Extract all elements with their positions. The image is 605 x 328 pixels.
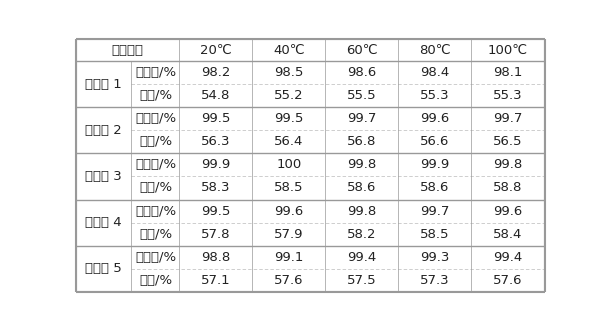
Text: 实施例 1: 实施例 1 (85, 77, 122, 91)
Text: 实施例 4: 实施例 4 (85, 216, 122, 229)
Text: 57.5: 57.5 (347, 274, 377, 287)
Text: 56.8: 56.8 (347, 135, 377, 148)
Text: 99.4: 99.4 (347, 251, 376, 264)
Text: 99.5: 99.5 (274, 112, 304, 125)
Text: 58.8: 58.8 (493, 181, 523, 195)
Text: 99.4: 99.4 (493, 251, 523, 264)
Text: 57.8: 57.8 (201, 228, 231, 241)
Text: 99.7: 99.7 (493, 112, 523, 125)
Text: 20℃: 20℃ (200, 44, 232, 57)
Text: 55.2: 55.2 (274, 89, 304, 102)
Text: 98.8: 98.8 (201, 251, 231, 264)
Text: 收率/%: 收率/% (139, 89, 172, 102)
Text: 转化率/%: 转化率/% (135, 66, 176, 79)
Text: 99.5: 99.5 (201, 205, 231, 217)
Text: 57.1: 57.1 (201, 274, 231, 287)
Text: 54.8: 54.8 (201, 89, 231, 102)
Text: 99.7: 99.7 (420, 205, 450, 217)
Text: 55.5: 55.5 (347, 89, 377, 102)
Text: 收率/%: 收率/% (139, 181, 172, 195)
Text: 实施例 5: 实施例 5 (85, 262, 122, 275)
Text: 57.6: 57.6 (274, 274, 304, 287)
Text: 99.7: 99.7 (347, 112, 377, 125)
Text: 98.6: 98.6 (347, 66, 376, 79)
Text: 实施例 2: 实施例 2 (85, 124, 122, 137)
Text: 58.6: 58.6 (347, 181, 377, 195)
Text: 99.9: 99.9 (201, 158, 231, 171)
Text: 99.3: 99.3 (420, 251, 450, 264)
Text: 58.3: 58.3 (201, 181, 231, 195)
Text: 99.6: 99.6 (493, 205, 523, 217)
Text: 98.5: 98.5 (274, 66, 304, 79)
Text: 转化率/%: 转化率/% (135, 158, 176, 171)
Text: 58.5: 58.5 (274, 181, 304, 195)
Text: 100℃: 100℃ (488, 44, 528, 57)
Text: 57.6: 57.6 (493, 274, 523, 287)
Text: 57.9: 57.9 (274, 228, 304, 241)
Text: 99.5: 99.5 (201, 112, 231, 125)
Text: 收率/%: 收率/% (139, 228, 172, 241)
Text: 56.6: 56.6 (420, 135, 450, 148)
Text: 99.1: 99.1 (274, 251, 304, 264)
Text: 转化率/%: 转化率/% (135, 205, 176, 217)
Text: 80℃: 80℃ (419, 44, 451, 57)
Text: 60℃: 60℃ (346, 44, 378, 57)
Text: 98.4: 98.4 (420, 66, 450, 79)
Text: 实施例 3: 实施例 3 (85, 170, 122, 183)
Text: 99.8: 99.8 (347, 158, 376, 171)
Text: 试验项目: 试验项目 (111, 44, 143, 57)
Text: 99.9: 99.9 (420, 158, 450, 171)
Text: 100: 100 (276, 158, 302, 171)
Text: 56.5: 56.5 (493, 135, 523, 148)
Text: 转化率/%: 转化率/% (135, 112, 176, 125)
Text: 收率/%: 收率/% (139, 274, 172, 287)
Text: 58.4: 58.4 (493, 228, 523, 241)
Text: 55.3: 55.3 (493, 89, 523, 102)
Text: 56.4: 56.4 (274, 135, 304, 148)
Text: 56.3: 56.3 (201, 135, 231, 148)
Text: 99.8: 99.8 (493, 158, 523, 171)
Text: 40℃: 40℃ (273, 44, 305, 57)
Text: 98.1: 98.1 (493, 66, 523, 79)
Text: 58.6: 58.6 (420, 181, 450, 195)
Text: 收率/%: 收率/% (139, 135, 172, 148)
Text: 58.5: 58.5 (420, 228, 450, 241)
Text: 99.6: 99.6 (420, 112, 450, 125)
Text: 转化率/%: 转化率/% (135, 251, 176, 264)
Text: 99.8: 99.8 (347, 205, 376, 217)
Text: 57.3: 57.3 (420, 274, 450, 287)
Text: 55.3: 55.3 (420, 89, 450, 102)
Text: 58.2: 58.2 (347, 228, 377, 241)
Text: 99.6: 99.6 (274, 205, 304, 217)
Text: 98.2: 98.2 (201, 66, 231, 79)
